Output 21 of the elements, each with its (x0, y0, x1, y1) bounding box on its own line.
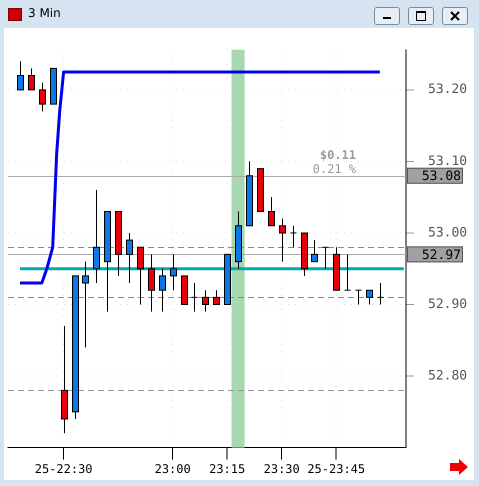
candlestick (355, 290, 362, 306)
y-tick-label: 52.80 (428, 368, 468, 384)
x-tick-label: 23:00 (154, 462, 191, 476)
y-tick-label: 53.20 (428, 82, 468, 98)
candlestick (191, 282, 198, 312)
candlestick (377, 282, 384, 306)
candlestick (344, 254, 351, 291)
y-tick-label: 53.00 (428, 225, 468, 240)
annotation: $0.11 (320, 148, 356, 162)
x-tick-label: 25-23:45 (307, 462, 366, 476)
x-tick-label: 23:30 (264, 462, 300, 476)
chart-title: 3 Min (28, 6, 61, 20)
candlestick (290, 225, 297, 248)
ref-line-label: 53.08 (422, 169, 461, 184)
annotation: 0.21 % (312, 162, 357, 176)
y-tick-label: 52.90 (428, 296, 468, 312)
ref-line-label: 52.97 (422, 248, 461, 263)
y-tick-label: 53.10 (428, 154, 468, 169)
x-tick-label: 25-22:30 (34, 462, 93, 476)
candlestick (322, 246, 329, 270)
x-tick-label: 23:15 (209, 462, 246, 476)
